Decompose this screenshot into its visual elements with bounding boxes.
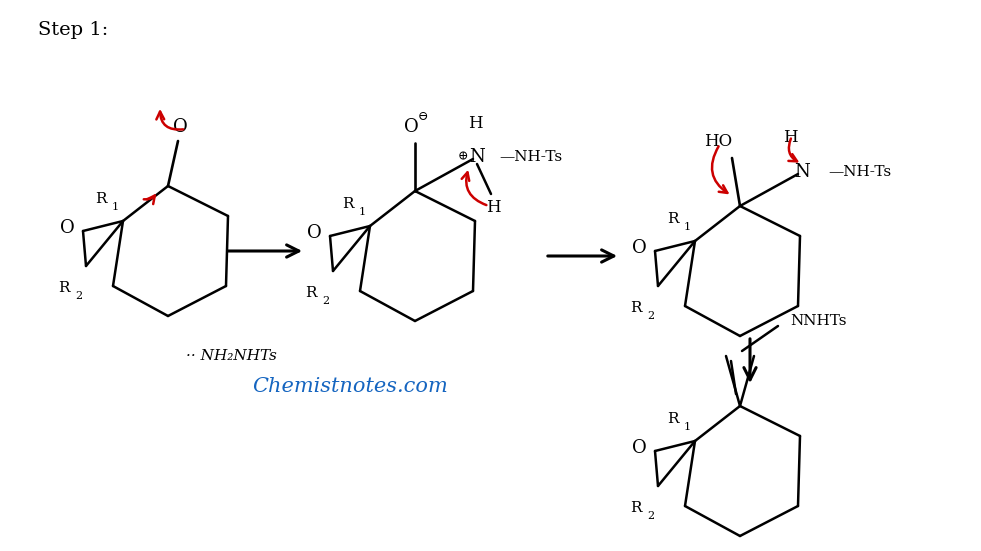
Text: —NH-Ts: —NH-Ts — [499, 150, 562, 164]
Text: H: H — [468, 116, 483, 132]
Text: R: R — [667, 412, 679, 426]
Text: O: O — [632, 439, 646, 457]
Text: ·· NH₂NHTs: ·· NH₂NHTs — [186, 349, 277, 363]
Text: R: R — [342, 197, 354, 211]
Text: H: H — [486, 199, 500, 217]
Text: O: O — [173, 118, 187, 136]
Text: H: H — [783, 129, 798, 147]
Text: 1: 1 — [112, 202, 119, 212]
Text: R: R — [58, 281, 70, 295]
Text: Chemistnotes.com: Chemistnotes.com — [252, 376, 448, 396]
Text: 2: 2 — [647, 511, 654, 521]
Text: O: O — [632, 239, 646, 257]
Text: N: N — [795, 163, 810, 181]
Text: R: R — [630, 501, 642, 515]
Text: 2: 2 — [322, 296, 329, 306]
Text: 1: 1 — [684, 422, 692, 432]
Text: HO: HO — [704, 133, 732, 150]
Text: R: R — [630, 301, 642, 315]
Text: ⊕: ⊕ — [458, 150, 468, 164]
Text: R: R — [95, 192, 107, 206]
Text: 1: 1 — [359, 207, 366, 217]
Text: O: O — [403, 118, 418, 136]
Text: —NH-Ts: —NH-Ts — [828, 165, 892, 179]
Text: R: R — [305, 286, 317, 300]
Text: R: R — [667, 212, 679, 226]
Text: Step 1:: Step 1: — [38, 21, 108, 39]
Text: 2: 2 — [647, 311, 654, 321]
Text: 1: 1 — [684, 222, 692, 232]
Text: NNHTs: NNHTs — [790, 314, 847, 328]
Text: O: O — [60, 219, 75, 237]
Text: N: N — [469, 148, 485, 166]
Text: ⊖: ⊖ — [418, 111, 429, 123]
Text: O: O — [307, 224, 322, 242]
Text: 2: 2 — [75, 291, 82, 301]
